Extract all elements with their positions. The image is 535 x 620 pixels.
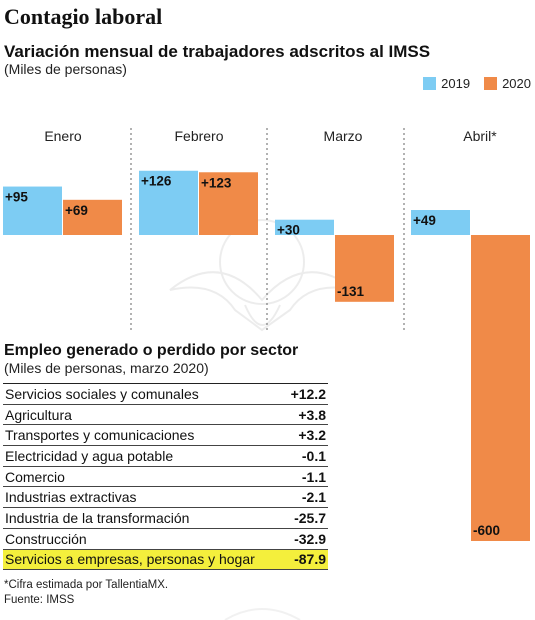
table-row: Comercio -1.1	[3, 467, 328, 488]
month-label: Marzo	[324, 128, 363, 144]
table-row: Construcción -32.9	[3, 529, 328, 550]
legend-swatch-2020	[484, 77, 498, 90]
legend-label-2019: 2019	[441, 76, 471, 91]
bar-2019-Abril	[411, 210, 470, 235]
bar-2019-Marzo	[275, 219, 334, 235]
month-label: Enero	[44, 128, 82, 144]
sector-table-unit: (Miles de personas, marzo 2020)	[4, 360, 209, 376]
footnotes: *Cifra estimada por TallentiaMX. Fuente:…	[4, 578, 168, 608]
bar-value-label: -131	[337, 284, 365, 299]
month-label: Abril*	[463, 128, 497, 144]
legend-item-2019: 2019	[423, 76, 470, 91]
footnote-estimate: *Cifra estimada por TallentiaMX.	[4, 579, 169, 591]
bar-value-label: +123	[201, 175, 232, 190]
sector-value: -87.9	[294, 551, 326, 568]
chart-subtitle: Variación mensual de trabajadores adscri…	[4, 42, 431, 61]
sector-value: +3.8	[298, 406, 326, 423]
sector-value: -25.7	[294, 509, 326, 526]
bar-value-label: +126	[141, 174, 172, 189]
bar-value-label: -600	[473, 523, 500, 538]
sector-name: Transportes y comunicaciones	[5, 427, 195, 444]
bar-value-label: +69	[65, 203, 88, 218]
footnote-source: Fuente: IMSS	[4, 594, 75, 606]
bar-2020-Enero	[63, 199, 122, 235]
sector-name: Industria de la transformación	[5, 509, 190, 526]
table-row: Industrias extractivas -2.1	[3, 487, 328, 509]
sector-name: Servicios a empresas, personas y hogar	[5, 551, 255, 568]
page-title: Contagio laboral	[4, 4, 163, 29]
sector-name: Agricultura	[5, 406, 72, 423]
sector-name: Servicios sociales y comunales	[5, 385, 199, 402]
seal-watermark-icon	[224, 608, 301, 620]
sector-value: -1.1	[301, 468, 326, 485]
sector-value: -32.9	[294, 530, 326, 547]
legend-label-2020: 2020	[502, 76, 531, 91]
bar-2019-Enero	[3, 186, 62, 235]
bar-value-label: +30	[277, 223, 300, 238]
bar-2020-Marzo	[335, 235, 394, 302]
bar-value-label: +49	[413, 213, 436, 228]
legend-swatch-2019	[423, 77, 437, 90]
legend-item-2020: 2020	[484, 76, 531, 91]
table-row-highlighted: Servicios a empresas, personas y hogar -8…	[3, 549, 328, 571]
table-row: Electricidad y agua potable -0.1	[3, 446, 328, 467]
bar-2019-Febrero	[139, 170, 198, 235]
chart-unit: (Miles de personas)	[4, 61, 127, 77]
eagle-watermark-icon	[169, 219, 356, 332]
sector-table-title: Empleo generado o perdido por sector	[4, 342, 299, 359]
sector-name: Electricidad y agua potable	[5, 447, 174, 464]
sector-value: -2.1	[301, 489, 326, 506]
sector-value: -0.1	[301, 447, 326, 464]
table-row: Industria de la transformación -25.7	[3, 508, 328, 529]
month-label: Febrero	[174, 128, 223, 144]
chart-legend: 2019 2020	[423, 76, 531, 91]
sector-name: Comercio	[5, 468, 65, 485]
table-row: Agricultura +3.8	[3, 405, 328, 426]
sector-name: Construcción	[5, 530, 87, 547]
sector-value: +3.2	[298, 427, 326, 444]
sector-table: Servicios sociales y comunales +12.2 Agri…	[3, 383, 328, 571]
table-row: Transportes y comunicaciones +3.2	[3, 425, 328, 447]
sector-value: +12.2	[290, 385, 326, 402]
bar-2020-Febrero	[199, 172, 258, 235]
table-row: Servicios sociales y comunales +12.2	[3, 384, 328, 405]
sector-name: Industrias extractivas	[5, 489, 137, 506]
bar-value-label: +95	[5, 190, 28, 205]
bar-2020-Abril	[471, 235, 530, 541]
